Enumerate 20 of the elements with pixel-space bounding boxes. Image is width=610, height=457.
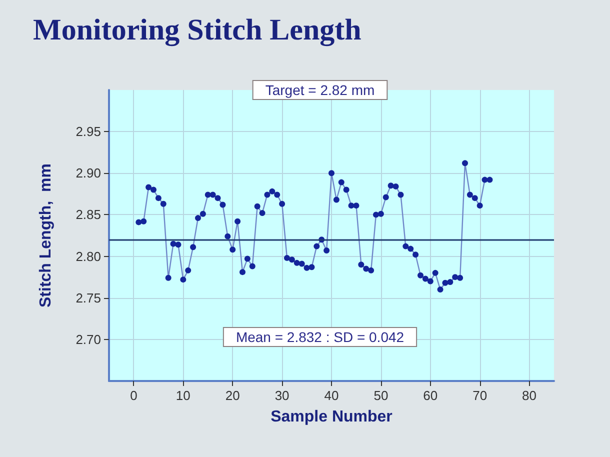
x-tick-label: 50 — [374, 388, 388, 403]
x-tick-label: 10 — [176, 388, 190, 403]
ref-line-label: Target = 2.82 mm — [265, 82, 375, 98]
x-axis-title: Sample Number — [270, 408, 392, 426]
chart-title: Monitoring Stitch Length — [33, 14, 362, 46]
y-tick-label: 2.85 — [76, 207, 101, 222]
y-axis-title: Stitch Length, mm — [38, 164, 54, 308]
x-tick-label: 30 — [274, 388, 290, 403]
x-tick-label: 20 — [225, 388, 240, 403]
annotation: Mean = 2.832 : SD = 0.042 — [236, 329, 404, 345]
x-tick-label: 80 — [522, 388, 537, 403]
y-tick-label: 2.90 — [76, 166, 101, 181]
y-tick-label: 2.95 — [76, 124, 101, 140]
x-tick-label: 40 — [324, 388, 339, 403]
y-tick-label: 2.75 — [76, 290, 101, 306]
x-tick-label: 60 — [423, 388, 438, 403]
x-tick-label: 70 — [472, 388, 488, 403]
x-tick-label: 0 — [130, 388, 138, 403]
y-tick-label: 2.80 — [76, 248, 101, 264]
y-tick-label: 2.70 — [76, 332, 101, 347]
